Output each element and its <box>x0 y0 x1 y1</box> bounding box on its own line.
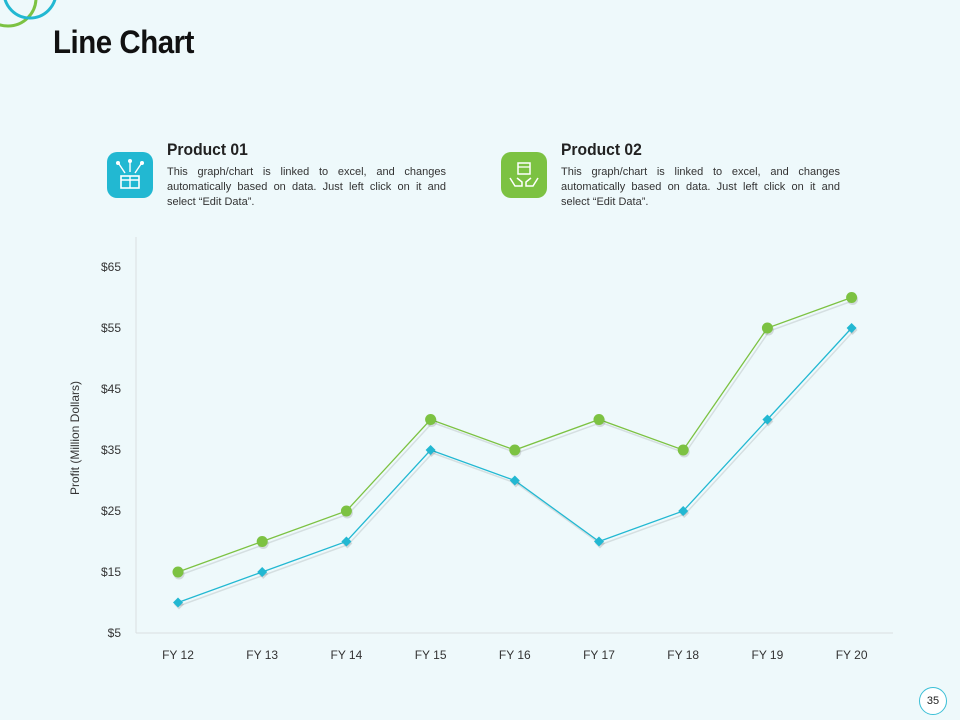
data-point <box>425 445 436 455</box>
data-point <box>677 444 689 456</box>
series-line-1 <box>177 327 853 604</box>
data-point <box>509 475 520 486</box>
page-title: Line Chart <box>53 24 194 60</box>
data-point <box>762 414 773 425</box>
data-point <box>761 322 773 334</box>
y-tick-label: $5 <box>108 626 122 640</box>
product-01-description: This graph/chart is linked to excel, and… <box>167 166 446 208</box>
data-point <box>509 444 521 456</box>
x-tick-label: FY 15 <box>415 648 447 662</box>
data-point <box>340 505 352 517</box>
data-point <box>846 323 857 333</box>
x-tick-label: FY 17 <box>583 648 615 662</box>
y-tick-label: $25 <box>101 504 121 518</box>
product-01-name: Product 01 <box>167 140 248 159</box>
product-02-name: Product 02 <box>561 140 642 159</box>
x-tick-label: FY 19 <box>751 648 783 662</box>
product-02-description: This graph/chart is linked to excel, and… <box>561 166 840 208</box>
series-shadow <box>179 299 854 576</box>
hands-box-icon <box>509 162 539 187</box>
data-point <box>846 292 858 303</box>
decorative-circles <box>0 0 57 28</box>
x-tick-label: FY 18 <box>667 648 699 662</box>
x-tick-label: FY 13 <box>246 648 278 662</box>
y-tick-label: $35 <box>101 443 121 457</box>
y-tick-label: $55 <box>101 321 121 335</box>
y-tick-label: $65 <box>101 260 121 274</box>
x-tick-label: FY 20 <box>836 648 868 662</box>
data-point <box>593 414 605 425</box>
data-point <box>341 536 352 547</box>
x-tick-label: FY 12 <box>162 648 194 662</box>
data-point <box>425 414 437 425</box>
product-02-icon-badge <box>501 152 547 198</box>
page-number: 35 <box>919 687 947 715</box>
x-tick-label: FY 14 <box>330 648 362 662</box>
gift-box-icon <box>116 159 144 189</box>
data-point <box>173 597 183 608</box>
data-point <box>256 536 268 547</box>
data-point <box>257 567 268 577</box>
series-shadow <box>179 330 855 607</box>
product-01-icon-badge <box>107 152 153 198</box>
data-point <box>172 566 184 578</box>
data-point <box>678 506 689 516</box>
data-point <box>594 536 604 547</box>
y-tick-label: $15 <box>101 565 121 579</box>
y-tick-label: $45 <box>101 382 121 396</box>
series-line-2 <box>177 296 852 573</box>
x-tick-label: FY 16 <box>499 648 531 662</box>
y-axis-label: Profit (Million Dollars) <box>68 381 82 495</box>
